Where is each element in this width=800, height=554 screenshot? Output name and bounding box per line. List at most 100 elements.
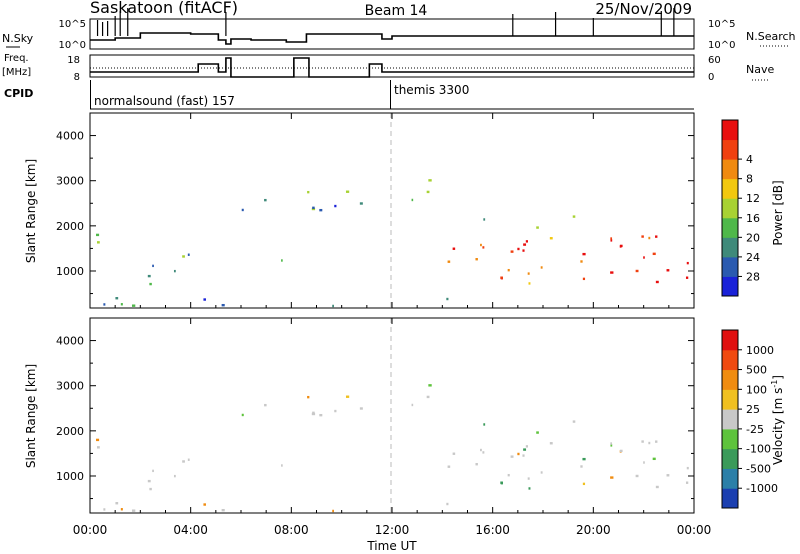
y-tick-label: 3000 [56,175,84,188]
power-ylabel: Slant Range [km] [24,159,38,263]
freq-axis-top: 18 [67,55,80,66]
velocity-cell [652,457,656,461]
nsearch-axis-top: 10^5 [708,19,735,30]
colorbar-swatch [722,198,738,219]
velocity-cell [241,413,244,417]
colorbar-tick-label: 28 [746,270,760,283]
velocity-cell [522,454,525,457]
power-cell [426,190,430,194]
power-cell [446,297,449,301]
x-tick-label: 20:00 [576,523,611,537]
power-cell [610,237,613,240]
power-cell [411,198,414,202]
power-cell [685,276,689,279]
velocity-cell [523,448,527,451]
colorbar-swatch [722,488,738,509]
nsearch-axis-bottom: 10^0 [708,40,735,51]
power-heatmap [96,179,689,308]
velocity-cell [332,509,334,513]
velocity-cell [446,502,449,506]
velocity-cell [582,457,586,461]
velocity-cell [619,449,623,453]
colorbar-tick-label: 4 [746,153,753,166]
velocity-cell [149,487,152,491]
colorbar-tick-label: -1000 [746,482,778,495]
colorbar-tick-label: 500 [746,364,767,377]
power-cell [655,280,659,284]
colorbar-swatch [722,448,738,469]
x-tick-label: 08:00 [274,523,309,537]
velocity-heatmap [96,384,689,513]
velocity-cell [475,463,478,466]
velocity-cell [572,420,576,423]
power-y-axis: 1000 2000 3000 4000 [56,130,694,295]
velocity-cell [345,395,350,398]
y-tick-label: 1000 [56,265,84,278]
power-cell [345,190,350,193]
colorbar-swatch [722,428,738,450]
velocity-ylabel: Slant Range [km] [24,364,38,468]
power-cell [475,258,478,261]
velocity-cell [182,460,185,463]
velocity-cell [655,440,658,443]
colorbar-tick-label: -500 [746,462,771,475]
freq-axis-bottom: 8 [74,72,80,83]
nave-axis-top: 60 [708,55,721,66]
power-cell [241,208,244,212]
velocity-cell [173,474,176,478]
power-cell [221,303,225,307]
power-cell [120,303,123,306]
velocity-cell [517,452,520,456]
power-cell [428,179,432,182]
power-cell [527,272,530,275]
freq-strip-frame [89,54,695,78]
velocity-cb-label-sup: -1 [770,380,779,388]
freq-label-line1: Freq. [4,53,29,64]
nave-axis-bottom: 0 [708,72,714,83]
colorbar-swatch [722,409,738,430]
colorbar-tick-label: 12 [746,192,760,205]
velocity-panel-frame [89,317,695,514]
nsky-trace [90,8,694,45]
nsky-axis-top: 10^5 [59,19,86,30]
velocity-cb-label-end: ] [771,375,785,380]
velocity-cell [447,465,451,468]
power-colorbar-label: Power [dB] [771,180,785,245]
velocity-cell [452,452,456,455]
colorbar-swatch [722,330,738,351]
cpid-segment-label-1: normalsound (fast) 157 [94,94,235,108]
x-tick-label: 00:00 [73,523,108,537]
colorbar-tick-label: 1000 [746,344,774,357]
velocity-cell [103,508,106,511]
velocity-cell [528,487,531,490]
velocity-cell [510,455,514,458]
colorbar-tick-label: 16 [746,212,760,225]
colorbar-swatch [722,369,738,390]
power-cell [152,264,154,268]
colorbar-tick-label: 25 [746,403,760,416]
power-cell [359,202,363,205]
freq-label-line2: [MHz] [2,67,31,78]
velocity-cell [281,464,283,467]
nsky-axis-bottom: 10^0 [59,40,86,51]
power-cell [182,255,185,258]
station-title: Saskatoon (fitACF) [90,0,238,17]
cpid-label: CPID [4,87,33,100]
power-cell [523,243,527,246]
x-tick-label: 16:00 [475,523,510,537]
velocity-cell [686,466,689,470]
power-cell [332,304,334,308]
power-cell [281,259,283,262]
velocity-cell [187,458,190,461]
power-cell [522,249,525,252]
power-colorbar: 28 24 20 16 12 8 4 [721,119,760,297]
y-tick-label: 2000 [56,425,84,438]
y-tick-label: 3000 [56,380,84,393]
velocity-cell [643,461,645,464]
power-cell [447,260,451,263]
power-cell [582,277,586,281]
velocity-cell [685,481,689,484]
power-cell [610,239,613,242]
colorbar-tick-label: 24 [746,251,760,264]
velocity-cell [428,384,432,387]
